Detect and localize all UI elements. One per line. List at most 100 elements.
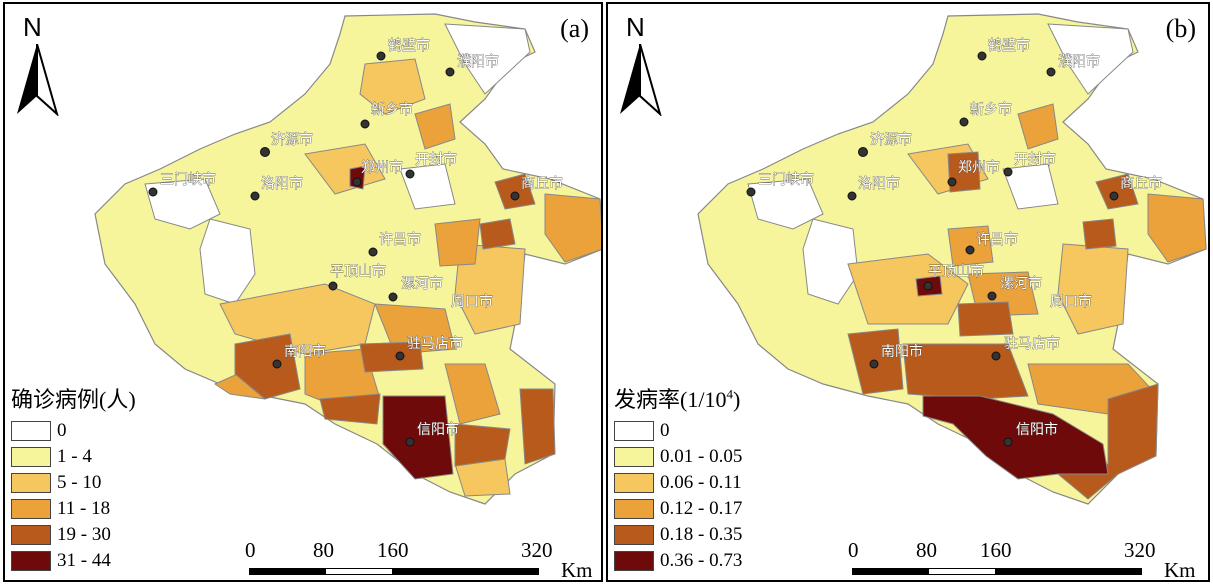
legend-swatch	[11, 473, 51, 493]
legend-item: 0	[11, 418, 136, 444]
legend-title-end: )	[732, 387, 741, 412]
city-dot	[746, 187, 756, 197]
city-dot	[1046, 67, 1056, 77]
city-label: 商丘市	[1120, 175, 1162, 192]
scale-tick: 160	[377, 538, 409, 562]
north-arrow-icon	[17, 44, 59, 116]
legend-swatch	[11, 447, 51, 467]
city-dot	[445, 67, 455, 77]
legend-title-text: 发病率(1/10	[614, 387, 727, 412]
region-darkest	[382, 395, 454, 480]
region-dark-orange	[479, 218, 516, 250]
legend-item: 0.01 - 0.05	[614, 444, 742, 470]
city-label: 平顶山市	[330, 263, 386, 280]
region-darkest	[922, 395, 1109, 480]
city-label: 三门峡市	[758, 171, 814, 188]
region-zero	[1002, 163, 1059, 210]
city-label: 漯河市	[401, 275, 443, 292]
scale-segment	[249, 568, 325, 575]
city-label: 濮阳市	[1058, 53, 1100, 70]
city-dot	[376, 51, 386, 61]
region-zero	[444, 23, 531, 95]
legend-label: 0.36 - 0.73	[660, 550, 743, 571]
city-dot	[510, 191, 520, 201]
panel-tag: (b)	[1165, 14, 1196, 43]
choropleth-map-a: 鹤壁市 濮阳市 新乡市 济源市 郑州市 开封市 三门峡市 洛阳市 商丘市 许昌市…	[94, 13, 601, 505]
city-dot	[148, 187, 158, 197]
city-dot	[352, 177, 362, 187]
city-label: 漯河市	[1000, 275, 1042, 292]
city-dot	[368, 247, 378, 257]
scale-tick: 320	[521, 538, 553, 562]
city-label: 周口市	[451, 293, 493, 310]
city-label: 许昌市	[379, 231, 421, 248]
legend: 发病率(1/104) 0 0.01 - 0.05 0.06 - 0.11 0.1…	[614, 382, 742, 574]
scale-tick: 0	[245, 538, 256, 562]
north-arrow: N	[15, 12, 59, 116]
region-orange	[444, 363, 501, 425]
city-dot	[360, 119, 370, 129]
city-dot	[858, 147, 868, 157]
legend-item: 5 - 10	[11, 470, 136, 496]
city-label: 信阳市	[1016, 421, 1058, 438]
legend-swatch	[614, 473, 654, 493]
scale-segment	[325, 568, 393, 575]
legend-label: 5 - 10	[57, 472, 102, 493]
city-label: 开封市	[415, 151, 457, 168]
legend-swatch	[614, 551, 654, 571]
city-dot	[1003, 437, 1013, 447]
region-dark-orange	[1095, 173, 1139, 210]
legend-title: 发病率(1/104)	[614, 382, 742, 414]
legend-item: 0.18 - 0.35	[614, 522, 742, 548]
city-label: 许昌市	[976, 231, 1018, 248]
scale-tick: 0	[848, 538, 859, 562]
city-label: 信阳市	[417, 421, 459, 438]
legend-label: 0.01 - 0.05	[660, 446, 743, 467]
city-label: 新乡市	[371, 101, 413, 118]
city-label: 南阳市	[881, 343, 923, 360]
legend-label: 0.12 - 0.17	[660, 498, 743, 519]
legend-label: 0.18 - 0.35	[660, 524, 743, 545]
legend-item: 31 - 44	[11, 548, 136, 574]
region-zero	[144, 178, 221, 230]
map-panel-a: 鹤壁市 濮阳市 新乡市 济源市 郑州市 开封市 三门峡市 洛阳市 商丘市 许昌市…	[3, 2, 603, 582]
city-label: 平顶山市	[928, 263, 984, 280]
region-orange	[434, 218, 481, 267]
legend-label: 0	[660, 420, 670, 441]
city-dot	[395, 351, 405, 361]
city-dot	[388, 292, 398, 302]
city-label: 商丘市	[521, 175, 563, 192]
city-label: 鹤壁市	[388, 37, 430, 54]
scale-segment	[393, 568, 539, 575]
city-dot	[977, 51, 987, 61]
city-dot	[965, 245, 975, 255]
choropleth-map-b: 鹤壁市 濮阳市 新乡市 济源市 郑州市 开封市 三门峡市 洛阳市 商丘市 许昌市…	[697, 13, 1207, 505]
legend-swatch	[614, 499, 654, 519]
city-label: 开封市	[1014, 151, 1056, 168]
map-panel-b: 鹤壁市 濮阳市 新乡市 济源市 郑州市 开封市 三门峡市 洛阳市 商丘市 许昌市…	[606, 2, 1210, 582]
scale-tick: 320	[1124, 538, 1156, 562]
north-arrow-icon	[620, 44, 662, 116]
region-light-orange	[1057, 243, 1129, 335]
region-dark-orange	[319, 393, 381, 425]
city-dot	[923, 281, 933, 291]
city-dot	[947, 177, 957, 187]
legend-label: 0.06 - 0.11	[660, 472, 742, 493]
city-label: 郑州市	[361, 159, 403, 176]
legend-swatch	[11, 499, 51, 519]
region-orange	[414, 103, 456, 150]
scale-tick: 80	[916, 538, 937, 562]
legend-label: 1 - 4	[57, 446, 92, 467]
scale-unit: Km	[1164, 558, 1196, 582]
region-zero	[747, 178, 824, 230]
region-dark-orange	[957, 301, 1014, 337]
region-dark-orange	[454, 423, 511, 467]
scale-segment	[852, 568, 928, 575]
city-dot	[250, 191, 260, 201]
city-label: 濮阳市	[457, 53, 499, 70]
scale-bar: 0 80 160 320 Km	[245, 538, 593, 580]
legend-title-sup: 4	[726, 386, 733, 402]
city-label: 驻马店市	[1004, 335, 1060, 352]
legend-swatch	[11, 421, 51, 441]
city-label: 鹤壁市	[988, 37, 1030, 54]
